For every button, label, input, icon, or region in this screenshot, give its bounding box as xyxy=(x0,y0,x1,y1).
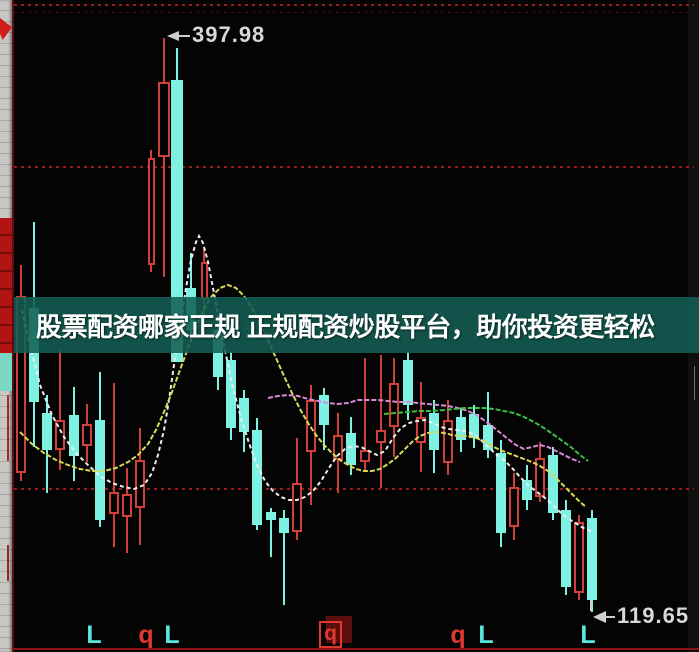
right-strip-tick xyxy=(694,366,695,400)
candle-up-body xyxy=(443,420,453,463)
candle-wick xyxy=(380,355,382,488)
candle-down-body xyxy=(496,453,506,533)
candle-up-body xyxy=(135,460,145,508)
ad-banner: 股票配资哪家正规 正规配资炒股平台，助你投资更轻松 xyxy=(0,297,699,353)
candle-up-body xyxy=(292,483,302,532)
low-arrowhead-icon xyxy=(593,611,606,623)
candle-down-body xyxy=(266,512,276,520)
candle-down-body xyxy=(456,417,466,440)
candle-down-body xyxy=(226,360,236,428)
candle-down-body xyxy=(69,415,79,456)
candle-up-body xyxy=(360,450,370,462)
candle-wick xyxy=(163,38,165,277)
signal-marker-boxed: q xyxy=(319,621,342,648)
candle-up-body xyxy=(416,417,426,443)
grid-line xyxy=(14,12,694,13)
grid-line xyxy=(14,4,694,6)
high-price-label: 397.98 xyxy=(192,22,266,47)
candle-down-body xyxy=(587,518,597,600)
candle-down-body xyxy=(346,433,356,465)
candle-down-body xyxy=(171,80,183,362)
candle-down-body xyxy=(279,518,289,533)
signal-marker: q xyxy=(138,621,154,649)
high-arrowhead-icon xyxy=(167,31,179,41)
candle-down-body xyxy=(319,395,329,425)
candle-up-body xyxy=(389,383,399,427)
candle-down-body xyxy=(252,430,262,525)
ma-slow-magenta xyxy=(267,393,581,463)
strip-red-mark xyxy=(7,545,9,581)
candle-up-body xyxy=(147,158,155,265)
candle-up-body xyxy=(122,494,132,517)
strip-teal-block xyxy=(0,353,12,391)
ma-slowest-green xyxy=(383,407,589,462)
candle-down-body xyxy=(483,425,493,450)
boxed-marker-shadow xyxy=(326,616,352,643)
left-edge-strip xyxy=(0,0,12,652)
candle-down-body xyxy=(29,308,39,402)
ma-mid-yellow xyxy=(19,283,587,508)
signal-marker: L xyxy=(164,621,180,649)
candle-down-body xyxy=(403,360,413,405)
chart-left-border xyxy=(12,0,14,652)
candle-up-body xyxy=(574,522,584,593)
candle-wick xyxy=(113,383,115,547)
banner-text: 股票配资哪家正规 正规配资炒股平台，助你投资更轻松 xyxy=(36,311,655,342)
candle-wick xyxy=(59,350,61,470)
candle-down-body xyxy=(522,480,532,500)
candle-up-body xyxy=(55,420,65,450)
signal-marker: q xyxy=(450,621,466,649)
grid-line xyxy=(14,488,694,490)
bottom-border xyxy=(12,648,699,650)
signal-marker: L xyxy=(86,621,102,649)
candle-down-body xyxy=(561,510,571,587)
candle-up-body xyxy=(509,487,519,527)
candle-up-body xyxy=(82,424,92,446)
ma-fast-white xyxy=(21,233,592,532)
candle-down-body xyxy=(548,455,558,513)
red-flag-icon xyxy=(0,18,12,40)
candle-down-body xyxy=(469,414,479,438)
strip-red-block xyxy=(0,218,12,353)
candle-wick xyxy=(283,510,285,605)
candle-up-body xyxy=(376,430,386,443)
candle-wick xyxy=(364,358,366,470)
candle-down-body xyxy=(213,330,223,377)
low-price-label: 119.65 xyxy=(617,603,690,628)
signal-marker: L xyxy=(478,621,494,649)
candle-up-body xyxy=(109,492,119,514)
grid-line xyxy=(14,166,694,168)
candle-down-body xyxy=(239,398,249,432)
candle-wick xyxy=(270,508,272,557)
signal-marker: L xyxy=(580,621,596,649)
candle-up-body xyxy=(306,400,316,452)
candle-down-body xyxy=(42,413,52,450)
candle-up-body xyxy=(535,458,545,497)
candle-up-body xyxy=(158,82,170,157)
strip-red-mark xyxy=(7,395,9,461)
